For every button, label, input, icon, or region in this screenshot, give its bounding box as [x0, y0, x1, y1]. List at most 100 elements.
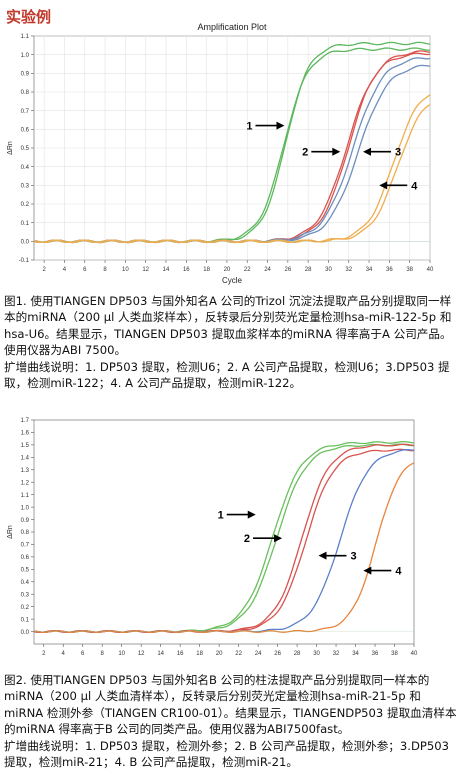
annotation-3: 3 [318, 551, 357, 563]
x-tick-label: 2 [42, 267, 46, 273]
x-tick-label: 22 [244, 267, 251, 273]
x-tick-label: 16 [183, 267, 190, 273]
x-tick-label: 6 [83, 267, 87, 273]
y-tick-label: 0.9 [21, 518, 30, 524]
series-4-curve [33, 94, 431, 244]
y-tick-label: 0.5 [21, 568, 30, 574]
x-tick-label: 10 [118, 651, 125, 657]
annotation-arrowhead-2 [274, 534, 283, 543]
y-tick-label: 0.0 [21, 630, 30, 636]
page-heading: 实验例 [6, 8, 52, 26]
annotation-label-3: 3 [351, 551, 357, 563]
x-tick-label: 30 [325, 267, 332, 273]
annotation-label-1: 1 [218, 510, 224, 522]
y-tick-label: 0.3 [21, 592, 30, 598]
annotation-label-2: 2 [244, 533, 250, 545]
x-tick-label: 24 [255, 651, 262, 657]
x-tick-label: 8 [101, 651, 105, 657]
y-tick-label: 0.7 [21, 543, 30, 549]
x-tick-label: 28 [294, 651, 301, 657]
y-tick-label: 1.5 [21, 443, 30, 449]
annotation-arrowhead-3 [362, 147, 371, 156]
y-tick-label: 0.6 [21, 555, 30, 561]
x-tick-label: 38 [406, 267, 413, 273]
x-tick-label: 22 [235, 651, 242, 657]
x-tick-label: 26 [274, 651, 281, 657]
figure-2-caption: 图2. 使用TIANGEN DP503 与国外知名B 公司的柱法提取产品分别提取… [4, 672, 460, 770]
x-tick-label: 24 [264, 267, 271, 273]
y-tick-label: 0.6 [21, 128, 30, 134]
y-tick-label: 0.0 [21, 240, 30, 246]
y-tick-label: 1.6 [21, 431, 30, 437]
y-tick-label: 0.9 [21, 72, 30, 78]
x-tick-label: 40 [411, 651, 418, 657]
x-tick-label: 20 [216, 651, 223, 657]
figure-1-legend-note: 扩增曲线说明：1. DP503 提取，检测U6；2. A 公司产品提取，检测U6… [4, 359, 450, 391]
annotation-label-4: 4 [411, 180, 418, 192]
figure-1-caption: 图1. 使用TIANGEN DP503 与国外知名A 公司的Trizol 沉淀法… [4, 293, 460, 391]
y-tick-label: 0.1 [21, 617, 30, 623]
y-tick-label: 0.2 [21, 202, 30, 208]
x-tick-label: 28 [305, 267, 312, 273]
x-tick-label: 32 [345, 267, 352, 273]
annotation-arrowhead-3 [318, 551, 327, 560]
annotation-arrowhead-2 [332, 147, 341, 156]
y-tick-label: 1.1 [21, 34, 30, 40]
annotation-2: 2 [244, 533, 283, 545]
y-tick-label: 0.8 [21, 90, 30, 96]
annotation-4: 4 [379, 180, 418, 192]
annotation-label-3: 3 [395, 147, 401, 159]
x-tick-label: 4 [63, 267, 67, 273]
y-tick-label: 0.2 [21, 605, 30, 611]
amplification-plot-1: 2 4 6 8 10 12 14 16 18 20 22 24 26 28 30 32 34 36 38 40-0.1… [7, 22, 434, 285]
annotation-2: 2 [302, 147, 341, 159]
x-tick-label: 14 [163, 267, 170, 273]
x-tick-label: 2 [42, 651, 46, 657]
annotation-label-4: 4 [395, 566, 402, 578]
annotation-1: 1 [246, 121, 285, 133]
y-tick-label: 1.0 [21, 53, 30, 59]
x-tick-label: 8 [103, 267, 107, 273]
x-tick-label: 40 [427, 267, 434, 273]
y-axis-label: ΔRn [7, 141, 14, 155]
annotation-label-1: 1 [246, 121, 252, 133]
x-tick-label: 36 [386, 267, 393, 273]
y-tick-label: 1.1 [21, 493, 30, 499]
x-tick-label: 26 [285, 267, 292, 273]
x-tick-label: 4 [62, 651, 66, 657]
annotation-3: 3 [362, 147, 401, 159]
x-tick-label: 36 [372, 651, 379, 657]
x-tick-label: 30 [313, 651, 320, 657]
x-tick-label: 14 [157, 651, 164, 657]
annotation-arrowhead-4 [379, 181, 388, 190]
annotation-4: 4 [363, 566, 402, 578]
y-tick-label: 0.3 [21, 184, 30, 190]
annotation-1: 1 [218, 510, 256, 522]
x-tick-label: 18 [196, 651, 203, 657]
y-tick-label: 0.7 [21, 109, 30, 115]
x-tick-label: 34 [352, 651, 359, 657]
amplification-plot-2: 2 4 6 8 10 12 14 16 18 20 22 24 26 28 30 32 34 36 38 400.00… [7, 418, 418, 657]
y-axis-label: ΔRn [7, 525, 14, 539]
chart-title: Amplification Plot [197, 22, 267, 32]
x-tick-label: 34 [366, 267, 373, 273]
y-tick-label: 1.0 [21, 505, 30, 511]
x-tick-label: 32 [333, 651, 340, 657]
y-tick-label: 0.4 [21, 580, 30, 586]
x-tick-label: 18 [203, 267, 210, 273]
figure-2-legend-note: 扩增曲线说明：1. DP503 提取，检测外参；2. B 公司产品提取，检测外参… [4, 738, 450, 770]
x-tick-label: 10 [122, 267, 129, 273]
figure-2-description: 图2. 使用TIANGEN DP503 与国外知名B 公司的柱法提取产品分别提取… [4, 673, 457, 737]
y-tick-label: 1.2 [21, 480, 30, 486]
y-tick-label: 1.4 [21, 456, 30, 462]
annotation-arrowhead-4 [363, 566, 372, 575]
y-tick-label: 1.7 [21, 418, 30, 424]
x-tick-label: 16 [177, 651, 184, 657]
x-tick-label: 20 [224, 267, 231, 273]
plot-area [33, 419, 415, 645]
y-tick-label: 0.5 [21, 146, 30, 152]
y-tick-label: 0.4 [21, 165, 30, 171]
y-tick-label: 0.1 [21, 221, 30, 227]
y-tick-label: 0.8 [21, 530, 30, 536]
annotation-arrowhead-1 [276, 121, 285, 130]
